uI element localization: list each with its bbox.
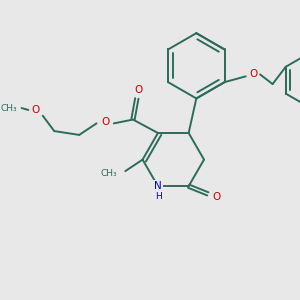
Text: N: N xyxy=(154,181,162,191)
Text: O: O xyxy=(135,85,143,95)
Text: CH₃: CH₃ xyxy=(100,169,117,178)
Text: H: H xyxy=(155,192,162,201)
Text: O: O xyxy=(212,192,220,202)
Text: O: O xyxy=(101,117,109,128)
Text: O: O xyxy=(31,105,39,115)
Text: O: O xyxy=(249,69,257,80)
Text: CH₃: CH₃ xyxy=(0,103,17,112)
